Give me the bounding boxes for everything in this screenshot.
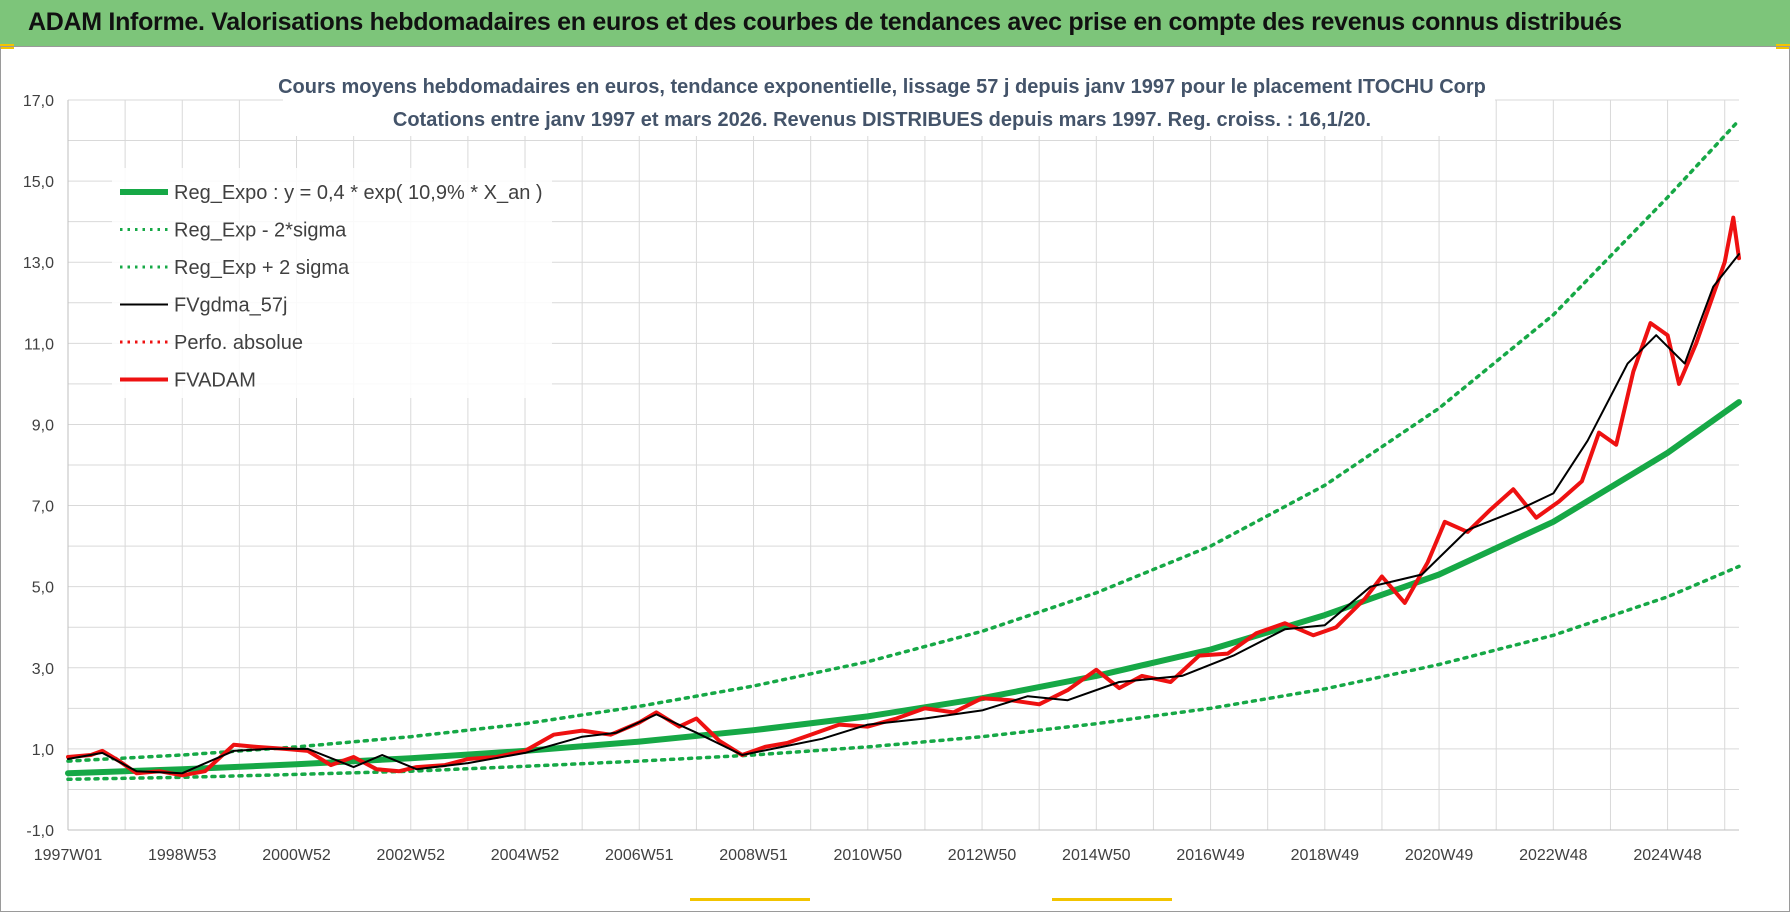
x-tick-label: 2002W52 — [377, 847, 446, 864]
y-tick-label: 15,0 — [23, 174, 54, 191]
x-tick-label: 2018W49 — [1291, 847, 1360, 864]
x-tick-label: 2004W52 — [491, 847, 560, 864]
y-tick-label: 5,0 — [32, 580, 54, 597]
x-axis-labels: 1997W01 1998W53 2000W52 2002W52 2004W52 2006W… — [34, 847, 1702, 864]
y-axis-labels: 17,0 15,0 13,0 11,0 9,0 7,0 5,0 3,0 1,0 -1,0 — [23, 93, 54, 840]
x-tick-label: 2020W49 — [1405, 847, 1474, 864]
y-tick-label: 13,0 — [23, 255, 54, 272]
y-tick-label: 9,0 — [32, 417, 54, 434]
bottom-mark-1 — [690, 898, 810, 901]
x-tick-label: 1998W53 — [148, 847, 217, 864]
series-line-1 — [66, 564, 1741, 782]
x-tick-label: 2006W51 — [605, 847, 674, 864]
x-tick-label: 2010W50 — [834, 847, 903, 864]
title-background — [283, 66, 1495, 136]
x-tick-label: 2024W48 — [1633, 847, 1702, 864]
series-line-5 — [66, 215, 1741, 778]
legend-label: Reg_Exp - 2*sigma — [174, 220, 347, 242]
legend-background — [112, 168, 552, 398]
legend-label: Perfo. absolue — [174, 332, 303, 354]
chart-subtitle: Cotations entre janv 1997 et mars 2026. … — [393, 109, 1371, 131]
x-tick-label: 2012W50 — [948, 847, 1017, 864]
x-tick-label: 1997W01 — [34, 847, 103, 864]
banner-title: ADAM Informe. Valorisations hebdomadaire… — [28, 8, 1622, 36]
y-tick-label: 11,0 — [24, 336, 54, 353]
x-tick-label: 2016W49 — [1176, 847, 1245, 864]
legend-label: FVgdma_57j — [174, 295, 287, 317]
series-line-2 — [66, 118, 1741, 763]
bottom-mark-2 — [1052, 898, 1172, 901]
y-tick-label: 3,0 — [32, 661, 54, 678]
series-line-3 — [67, 253, 1740, 775]
legend: Reg_Expo : y = 0,4 * exp( 10,9% * X_an )… — [112, 168, 552, 398]
y-tick-label: 7,0 — [32, 499, 54, 516]
x-tick-label: 2008W51 — [719, 847, 788, 864]
banner: ADAM Informe. Valorisations hebdomadaire… — [0, 0, 1790, 47]
series-lines — [65, 118, 1742, 782]
legend-label: FVADAM — [174, 370, 256, 392]
y-tick-label: 17,0 — [23, 93, 54, 110]
y-tick-label: 1,0 — [32, 742, 54, 759]
chart-title: Cours moyens hebdomadaires en euros, ten… — [278, 76, 1486, 98]
y-tick-label: -1,0 — [26, 823, 54, 840]
x-tick-label: 2014W50 — [1062, 847, 1131, 864]
legend-label: Reg_Expo : y = 0,4 * exp( 10,9% * X_an ) — [174, 182, 543, 204]
x-tick-label: 2000W52 — [262, 847, 331, 864]
legend-label: Reg_Exp + 2 sigma — [174, 257, 350, 279]
x-tick-label: 2022W48 — [1519, 847, 1588, 864]
